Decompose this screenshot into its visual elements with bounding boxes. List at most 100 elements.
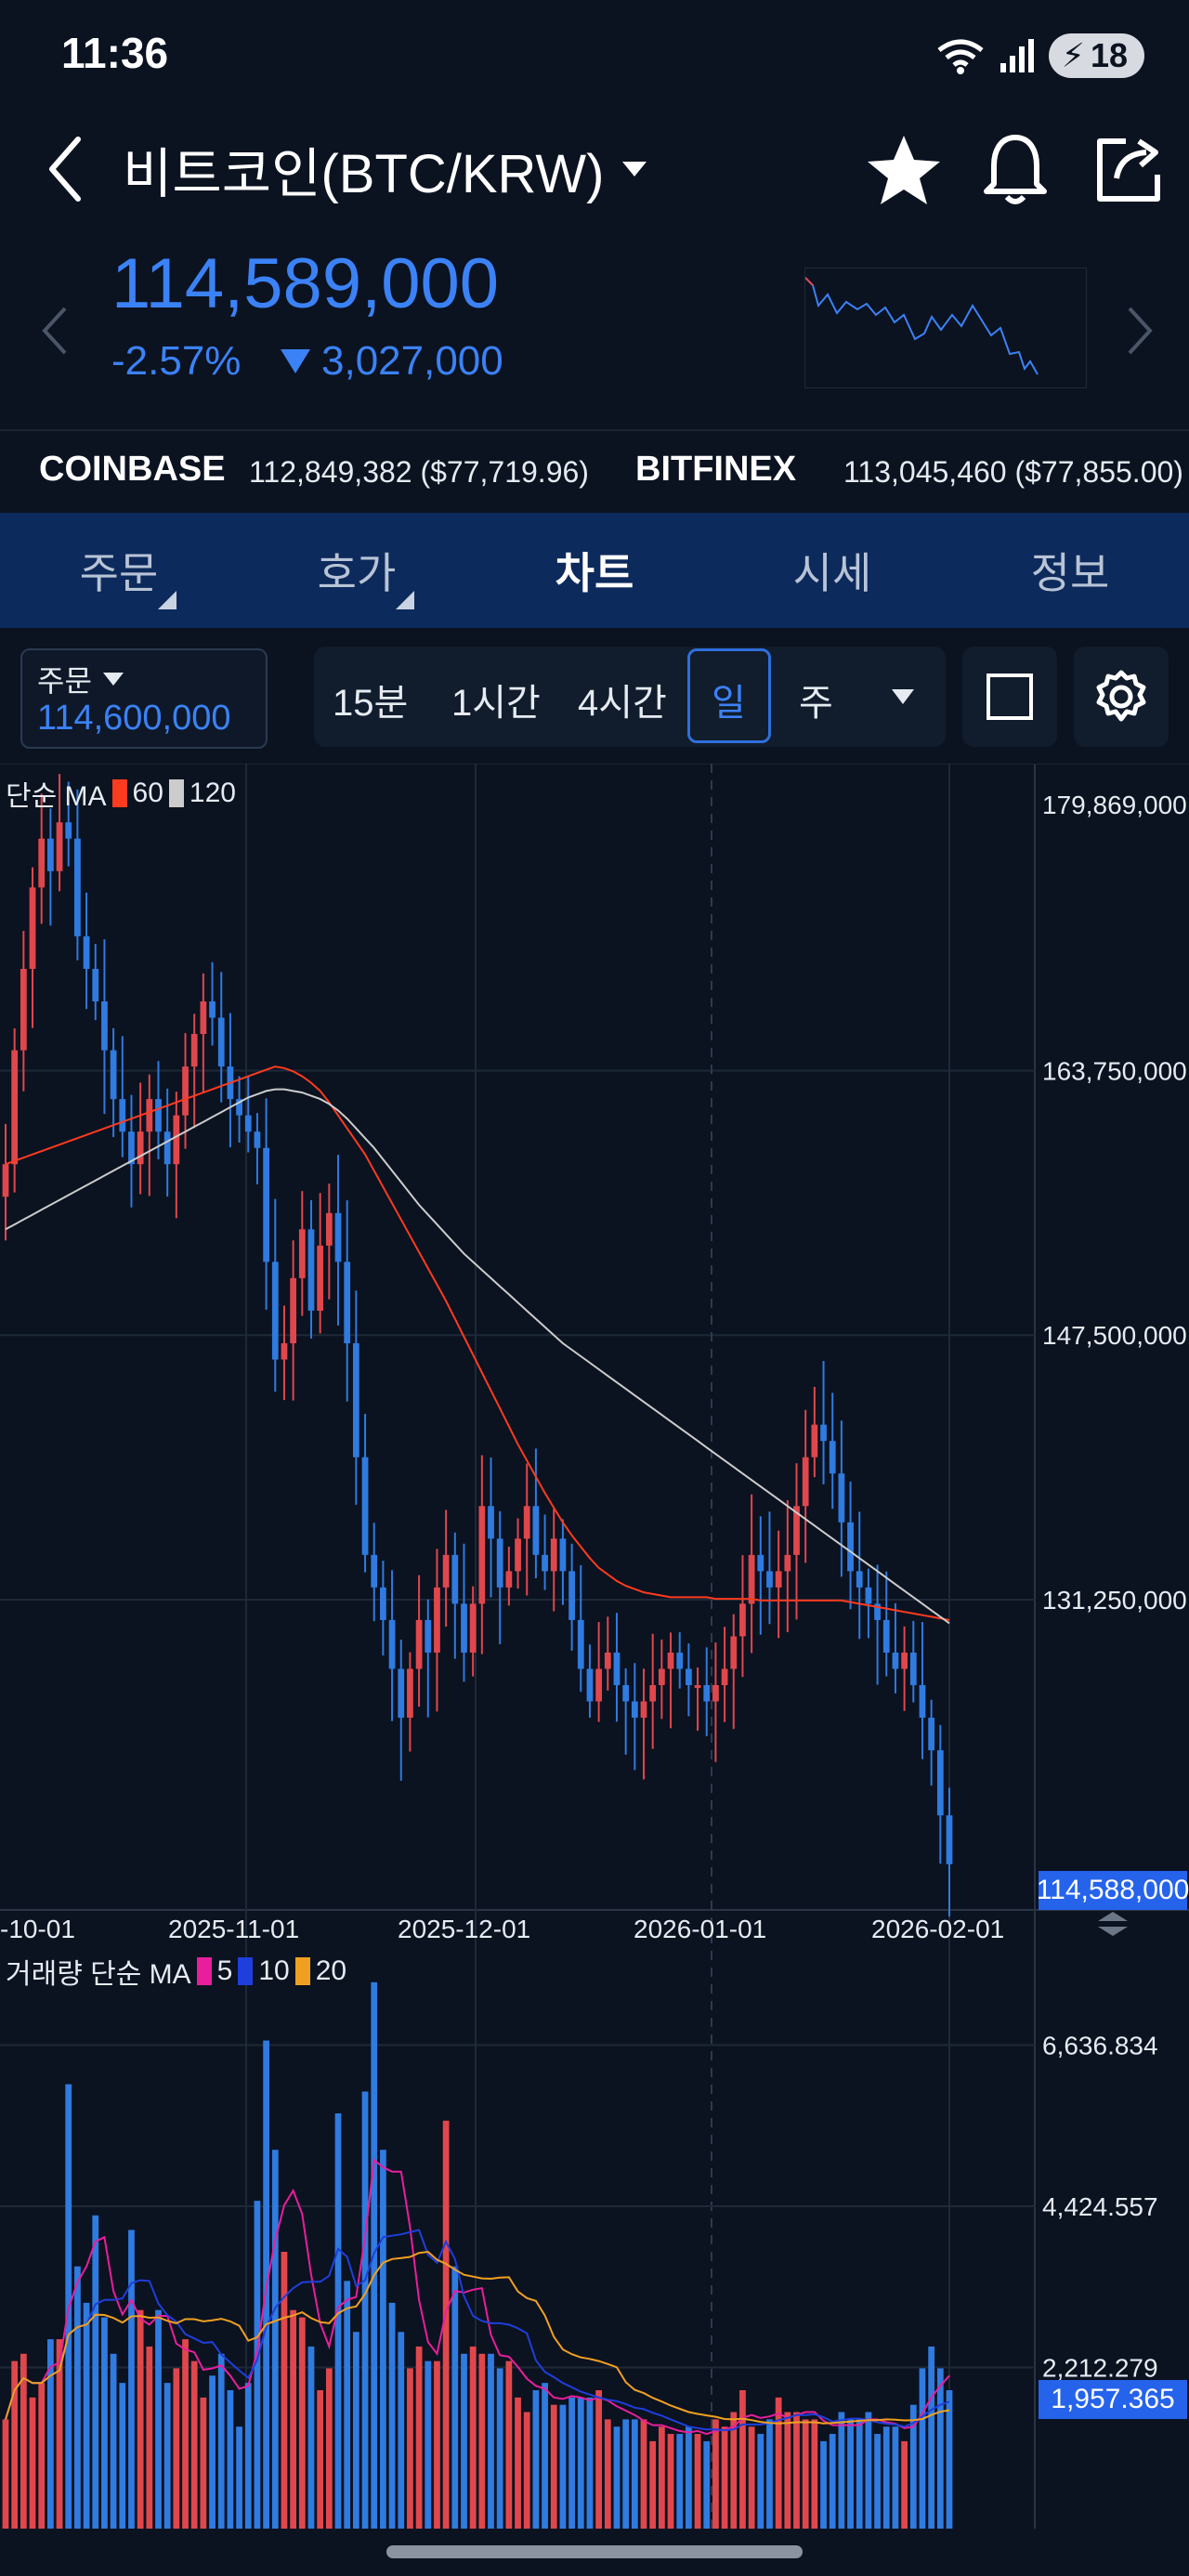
candle-body xyxy=(415,1619,423,1669)
volume-bar xyxy=(775,2397,782,2529)
volume-bar xyxy=(559,2404,567,2529)
volume-bar xyxy=(586,2397,594,2529)
candle-body xyxy=(686,1668,692,1686)
volume-bar xyxy=(811,2419,818,2529)
dropdown-caret-icon xyxy=(622,162,647,177)
square-icon xyxy=(986,673,1033,720)
interval-button-0[interactable]: 15분 xyxy=(333,683,409,724)
tab-4[interactable]: 정보 xyxy=(951,513,1189,628)
candle-body xyxy=(909,1652,917,1686)
battery-indicator: ⚡ 18 xyxy=(1048,33,1144,78)
candle-body xyxy=(892,1652,899,1669)
volume-bar xyxy=(847,2419,854,2529)
interval-button-2[interactable]: 4시간 xyxy=(578,683,667,724)
next-chevron-icon[interactable] xyxy=(1120,303,1157,359)
candle-body xyxy=(281,1343,288,1360)
tab-label: 차트 xyxy=(555,549,634,597)
back-arrow-icon[interactable] xyxy=(41,132,100,206)
volume-bar xyxy=(182,2339,189,2529)
interval-group xyxy=(314,647,946,747)
fullscreen-button[interactable] xyxy=(962,647,1057,747)
current-price: 114,589,000 xyxy=(111,244,499,323)
candle-body xyxy=(928,1718,935,1751)
volume-bar xyxy=(451,2266,459,2529)
tab-1[interactable]: 호가 xyxy=(238,513,476,628)
candle-body xyxy=(766,1571,773,1588)
candle-body xyxy=(748,1554,755,1604)
tab-0[interactable]: 주문 xyxy=(0,513,238,628)
home-indicator[interactable] xyxy=(386,2545,803,2558)
volume-bar xyxy=(721,2426,728,2529)
pair-selector[interactable]: 비트코인(BTC/KRW) xyxy=(123,130,648,208)
vol-ma5-label: 5 xyxy=(216,1955,233,1986)
volume-bar xyxy=(631,2419,638,2529)
volume-bar xyxy=(119,2383,126,2529)
candle-body xyxy=(128,1131,135,1165)
vol-ma10-label: 10 xyxy=(258,1955,290,1986)
candle-body xyxy=(838,1473,845,1523)
divider xyxy=(0,429,1189,431)
volume-bar xyxy=(478,2353,486,2529)
tab-3[interactable]: 시세 xyxy=(713,513,951,628)
candle-body xyxy=(559,1538,567,1572)
volume-bar xyxy=(380,2150,386,2529)
share-icon[interactable] xyxy=(1089,130,1169,210)
price-axis-label: 131,250,000 xyxy=(1042,1586,1187,1615)
star-icon[interactable] xyxy=(864,130,944,210)
candle-body xyxy=(811,1424,818,1458)
volume-bar xyxy=(909,2404,917,2529)
volume-bar xyxy=(442,2120,450,2529)
interval-active-indicator xyxy=(687,648,771,743)
change-amount-value: 3,027,000 xyxy=(321,338,503,384)
candle-body xyxy=(271,1262,279,1360)
settings-button[interactable] xyxy=(1074,647,1169,747)
candle-body xyxy=(155,1099,162,1132)
volume-bar xyxy=(137,2309,144,2529)
candle-body xyxy=(74,838,81,936)
candle-body xyxy=(874,1603,881,1620)
volume-bar xyxy=(344,2281,351,2529)
volume-bar xyxy=(766,2419,773,2529)
interval-dropdown-icon[interactable] xyxy=(890,687,916,706)
prev-chevron-icon[interactable] xyxy=(37,303,74,359)
candle-body xyxy=(388,1619,396,1669)
ma-legend-prefix: 단순 MA xyxy=(6,781,107,812)
order-quick-box[interactable] xyxy=(20,648,268,749)
candle-body xyxy=(901,1652,908,1669)
candle-body xyxy=(542,1554,548,1572)
date-axis-label: -10-01 xyxy=(0,1915,75,1943)
candle-body xyxy=(2,1164,9,1197)
interval-button-4[interactable]: 주 xyxy=(799,683,833,724)
battery-level: 18 xyxy=(1090,36,1128,74)
volume-bar xyxy=(919,2368,926,2529)
vol-ma20-label: 20 xyxy=(315,1955,347,1986)
volume-bar xyxy=(496,2368,503,2529)
price-chart[interactable]: 179,869,000 163,750,000 147,500,000 131,250… xyxy=(0,764,1189,2529)
tab-2[interactable]: 차트 xyxy=(476,513,713,628)
volume-axis-label: 6,636.834 xyxy=(1042,2032,1158,2060)
candle-body xyxy=(919,1685,926,1719)
candle-body xyxy=(667,1652,674,1669)
charging-icon: ⚡ xyxy=(1061,36,1085,74)
last-price-tag: 114,588,000 xyxy=(1037,1871,1189,1910)
volume-bar xyxy=(173,2368,180,2529)
mini-price-chart[interactable] xyxy=(804,268,1087,388)
tab-label: 호가 xyxy=(317,549,397,597)
candle-body xyxy=(946,1815,953,1864)
candle-body xyxy=(442,1554,450,1588)
volume-bar xyxy=(334,2113,342,2529)
candle-body xyxy=(173,1115,180,1165)
candle-body xyxy=(478,1506,486,1604)
volume-bar xyxy=(712,2419,719,2529)
volume-bar xyxy=(936,2368,944,2529)
candle-body xyxy=(163,1131,171,1165)
interval-button-1[interactable]: 1시간 xyxy=(451,683,541,724)
volume-bar xyxy=(415,2346,423,2529)
tab-label: 주문 xyxy=(79,549,159,597)
interval-button-3[interactable]: 일 xyxy=(712,683,746,724)
bell-icon[interactable] xyxy=(975,130,1055,210)
volume-bar xyxy=(542,2383,548,2529)
volume-bar xyxy=(146,2346,153,2529)
caret-down-icon xyxy=(102,673,124,686)
candle-body xyxy=(434,1587,440,1653)
